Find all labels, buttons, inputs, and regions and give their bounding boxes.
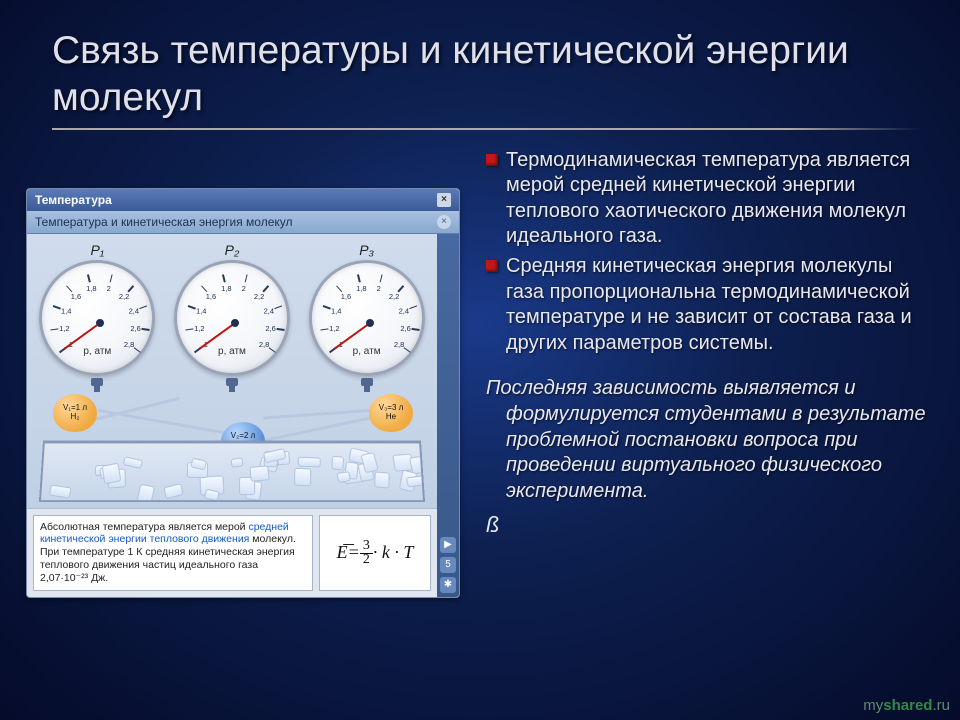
pressure-gauge: 11,21,41,61,822,22,42,62,8р, атм xyxy=(39,260,155,376)
valve-icon xyxy=(87,378,107,392)
svg-text:1,4: 1,4 xyxy=(331,306,341,315)
flasks-row: V₁=1 лH₂ V₂=2 лO₂ V₃=3 лHe xyxy=(33,394,431,438)
svg-text:2,2: 2,2 xyxy=(119,292,129,301)
ice-cube xyxy=(49,484,72,498)
gauge-unit: P₁11,21,41,61,822,22,42,62,8р, атм xyxy=(39,242,155,392)
tube xyxy=(258,415,374,442)
bullet-text: Средняя кинетическая энергия молекулы га… xyxy=(506,254,930,356)
ice-basin xyxy=(39,440,425,502)
formula-lhs: E͞ xyxy=(337,542,348,563)
watermark-c: .ru xyxy=(932,697,950,714)
svg-text:2,6: 2,6 xyxy=(131,324,141,333)
svg-text:2,4: 2,4 xyxy=(264,306,274,315)
sim-body: P₁11,21,41,61,822,22,42,62,8р, атмP₂11,2… xyxy=(27,234,437,508)
svg-text:1,2: 1,2 xyxy=(194,324,204,333)
slide-title: Связь температуры и кинетической энергии… xyxy=(0,0,960,128)
sim-window-title: Температура xyxy=(35,193,112,207)
formula-box: E͞ = 32 · k · T xyxy=(319,515,431,591)
svg-text:2: 2 xyxy=(242,284,246,293)
svg-text:2,4: 2,4 xyxy=(129,306,139,315)
bullet-icon xyxy=(486,154,498,166)
settings-icon[interactable]: ✱ xyxy=(440,577,456,593)
gauge-label: P₁ xyxy=(39,242,155,258)
bullet-item: Средняя кинетическая энергия молекулы га… xyxy=(486,254,930,356)
italic-paragraph: Последняя зависимость выявляется и форму… xyxy=(486,376,930,504)
tube xyxy=(98,409,225,434)
gauge-unit: P₃11,21,41,61,822,22,42,62,8р, атм xyxy=(309,242,425,392)
bullet-icon xyxy=(486,260,498,272)
flask-he: V₃=3 лHe xyxy=(369,394,413,432)
arrow-glyph: ß xyxy=(486,512,930,538)
svg-text:2,2: 2,2 xyxy=(254,292,264,301)
sim-subtitle-bar: Температура и кинетическая энергия молек… xyxy=(27,211,459,234)
gauge-unit-label: р, атм xyxy=(42,346,152,357)
title-underline xyxy=(52,128,920,130)
valve-icon xyxy=(222,378,242,392)
footnote-part1: Абсолютная температура является мерой xyxy=(40,521,248,533)
left-column: Температура × Температура и кинетическая… xyxy=(26,148,466,598)
svg-text:1,8: 1,8 xyxy=(356,284,366,293)
pressure-gauge: 11,21,41,61,822,22,42,62,8р, атм xyxy=(309,260,425,376)
svg-text:1,2: 1,2 xyxy=(329,324,339,333)
ice-cube xyxy=(101,462,121,483)
ice-cube xyxy=(204,489,220,502)
svg-text:1,8: 1,8 xyxy=(221,284,231,293)
ice-cube xyxy=(230,457,243,467)
play-icon[interactable]: ▶ xyxy=(440,537,456,553)
pressure-gauge: 11,21,41,61,822,22,42,62,8р, атм xyxy=(174,260,290,376)
flask-h2: V₁=1 лH₂ xyxy=(53,394,97,432)
ice-cube xyxy=(137,483,156,502)
gauge-unit-label: р, атм xyxy=(312,346,422,357)
footnote-text: Абсолютная температура является мерой ср… xyxy=(33,515,313,591)
svg-text:2: 2 xyxy=(107,284,111,293)
step-button[interactable]: 5 xyxy=(440,557,456,573)
watermark: myshared.ru xyxy=(863,697,950,714)
bullet-text: Термодинамическая температура является м… xyxy=(506,148,930,250)
content-row: Температура × Температура и кинетическая… xyxy=(0,148,960,598)
svg-text:1,8: 1,8 xyxy=(86,284,96,293)
gauge-label: P₂ xyxy=(174,242,290,258)
right-column: Термодинамическая температура является м… xyxy=(486,148,930,598)
bullet-item: Термодинамическая температура является м… xyxy=(486,148,930,250)
sim-footer: Абсолютная температура является мерой ср… xyxy=(27,508,437,597)
watermark-b: shared xyxy=(883,697,932,714)
gauge-unit-label: р, атм xyxy=(177,346,287,357)
ice-cube xyxy=(406,474,426,487)
sim-sidebar: ▶ 5 ✱ xyxy=(437,234,459,597)
gauge-label: P₃ xyxy=(309,242,425,258)
svg-text:1,4: 1,4 xyxy=(196,306,206,315)
svg-text:1,6: 1,6 xyxy=(206,292,216,301)
formula-tail: · k · T xyxy=(373,542,414,563)
formula-den: 2 xyxy=(363,552,370,567)
gauges-row: P₁11,21,41,61,822,22,42,62,8р, атмP₂11,2… xyxy=(33,242,431,392)
svg-text:2,6: 2,6 xyxy=(265,324,275,333)
gauge-unit: P₂11,21,41,61,822,22,42,62,8р, атм xyxy=(174,242,290,392)
formula-fraction: 32 xyxy=(360,539,373,567)
svg-text:1,2: 1,2 xyxy=(59,324,69,333)
ice-cube xyxy=(298,456,321,467)
ice-cube xyxy=(250,465,271,481)
svg-text:1,6: 1,6 xyxy=(71,292,81,301)
svg-text:2,6: 2,6 xyxy=(400,324,410,333)
svg-text:2,2: 2,2 xyxy=(389,292,399,301)
collapse-icon[interactable]: × xyxy=(437,215,451,229)
svg-text:2: 2 xyxy=(376,284,380,293)
close-icon[interactable]: × xyxy=(437,193,451,207)
ice-cube xyxy=(331,455,344,470)
watermark-a: my xyxy=(863,697,883,714)
valve-icon xyxy=(357,378,377,392)
ice-cube xyxy=(163,483,184,500)
svg-text:2,4: 2,4 xyxy=(398,306,408,315)
ice-cube xyxy=(123,456,144,469)
svg-text:1,4: 1,4 xyxy=(61,306,71,315)
formula-eq: = xyxy=(348,542,360,563)
ice-cube xyxy=(294,467,311,486)
ice-cube xyxy=(374,471,390,488)
sim-subtitle: Температура и кинетическая энергия молек… xyxy=(35,215,293,229)
sim-titlebar: Температура × xyxy=(27,189,459,211)
simulation-window: Температура × Температура и кинетическая… xyxy=(26,188,460,598)
svg-text:1,6: 1,6 xyxy=(340,292,350,301)
